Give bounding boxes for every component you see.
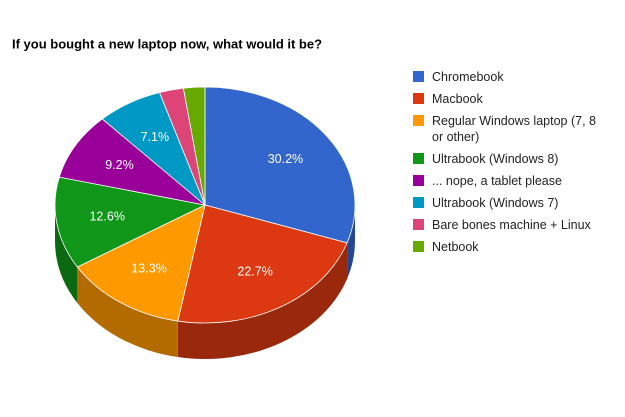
- pie-wall: [55, 205, 78, 303]
- legend-swatch: [413, 197, 424, 208]
- pie-wall: [77, 266, 178, 358]
- pie-slice: [58, 118, 207, 206]
- legend-swatch: [413, 153, 424, 164]
- legend-item: ... nope, a tablet please: [413, 173, 598, 189]
- data-label: 12.6%: [89, 209, 124, 223]
- pie-slice: [54, 176, 207, 268]
- legend-swatch: [413, 219, 424, 230]
- data-label: 9.2%: [105, 158, 134, 172]
- legend-label: Bare bones machine + Linux: [432, 218, 591, 232]
- legend-label: Ultrabook (Windows 8): [432, 152, 559, 166]
- legend-label: ... nope, a tablet please: [432, 174, 562, 188]
- data-label: 7.1%: [141, 130, 170, 144]
- legend-label: Ultrabook (Windows 7): [432, 196, 559, 210]
- pie-wall: [347, 205, 355, 279]
- legend-swatch: [413, 71, 424, 82]
- legend-item: Ultrabook (Windows 8): [413, 151, 598, 167]
- legend-swatch: [413, 175, 424, 186]
- legend-swatch: [413, 93, 424, 104]
- data-label: 13.3%: [131, 262, 166, 276]
- pie-wall: [177, 242, 348, 359]
- chart-title: If you bought a new laptop now, what wou…: [12, 36, 322, 51]
- legend-item: Bare bones machine + Linux: [413, 217, 598, 233]
- legend-swatch: [413, 241, 424, 252]
- legend-item: Ultrabook (Windows 7): [413, 195, 598, 211]
- data-label: 22.7%: [237, 264, 272, 278]
- pie-slice: [182, 86, 206, 206]
- legend-label: Regular Windows laptop (7, 8 or other): [432, 114, 596, 144]
- legend: Chromebook Macbook Regular Windows laptop …: [413, 69, 598, 255]
- legend-label: Chromebook: [432, 70, 504, 84]
- legend-label: Macbook: [432, 92, 483, 106]
- legend-item: Netbook: [413, 239, 598, 255]
- pie-slice: [177, 204, 348, 324]
- legend-swatch: [413, 115, 424, 126]
- pie-slice: [204, 86, 356, 244]
- legend-item: Chromebook: [413, 69, 598, 85]
- pie-slice: [76, 204, 206, 322]
- legend-label: Netbook: [432, 240, 479, 254]
- legend-item: Macbook: [413, 91, 598, 107]
- data-label: 30.2%: [268, 152, 303, 166]
- legend-item: Regular Windows laptop (7, 8 or other): [413, 113, 598, 145]
